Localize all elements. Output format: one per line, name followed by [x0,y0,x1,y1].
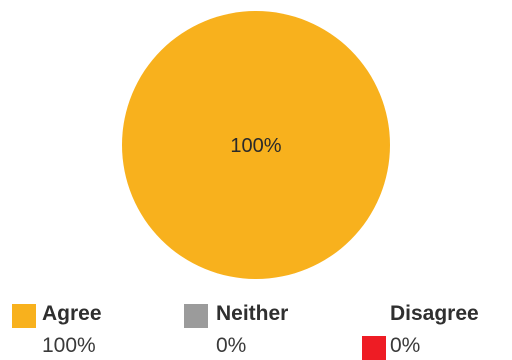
legend-label-neither: Neither [216,302,289,325]
legend-value-neither: 0% [216,334,247,357]
legend-swatch-disagree [362,336,386,360]
pie-slices [122,11,390,279]
legend-label-disagree: Disagree [390,302,479,325]
legend: Agree 100% Neither 0% Disagree 0% [0,300,512,360]
legend-swatch-agree [12,304,36,328]
legend-label-agree: Agree [42,302,102,325]
legend-item-neither: Neither 0% [184,300,334,358]
legend-swatch-neither [184,304,208,328]
pie-slice-agree [122,11,390,279]
legend-value-disagree: 0% [390,334,421,357]
legend-item-agree: Agree 100% [12,300,162,358]
pie-slice-label-agree: 100% [230,135,281,157]
legend-value-agree: 100% [42,334,96,357]
legend-item-disagree: Disagree 0% [362,300,512,360]
